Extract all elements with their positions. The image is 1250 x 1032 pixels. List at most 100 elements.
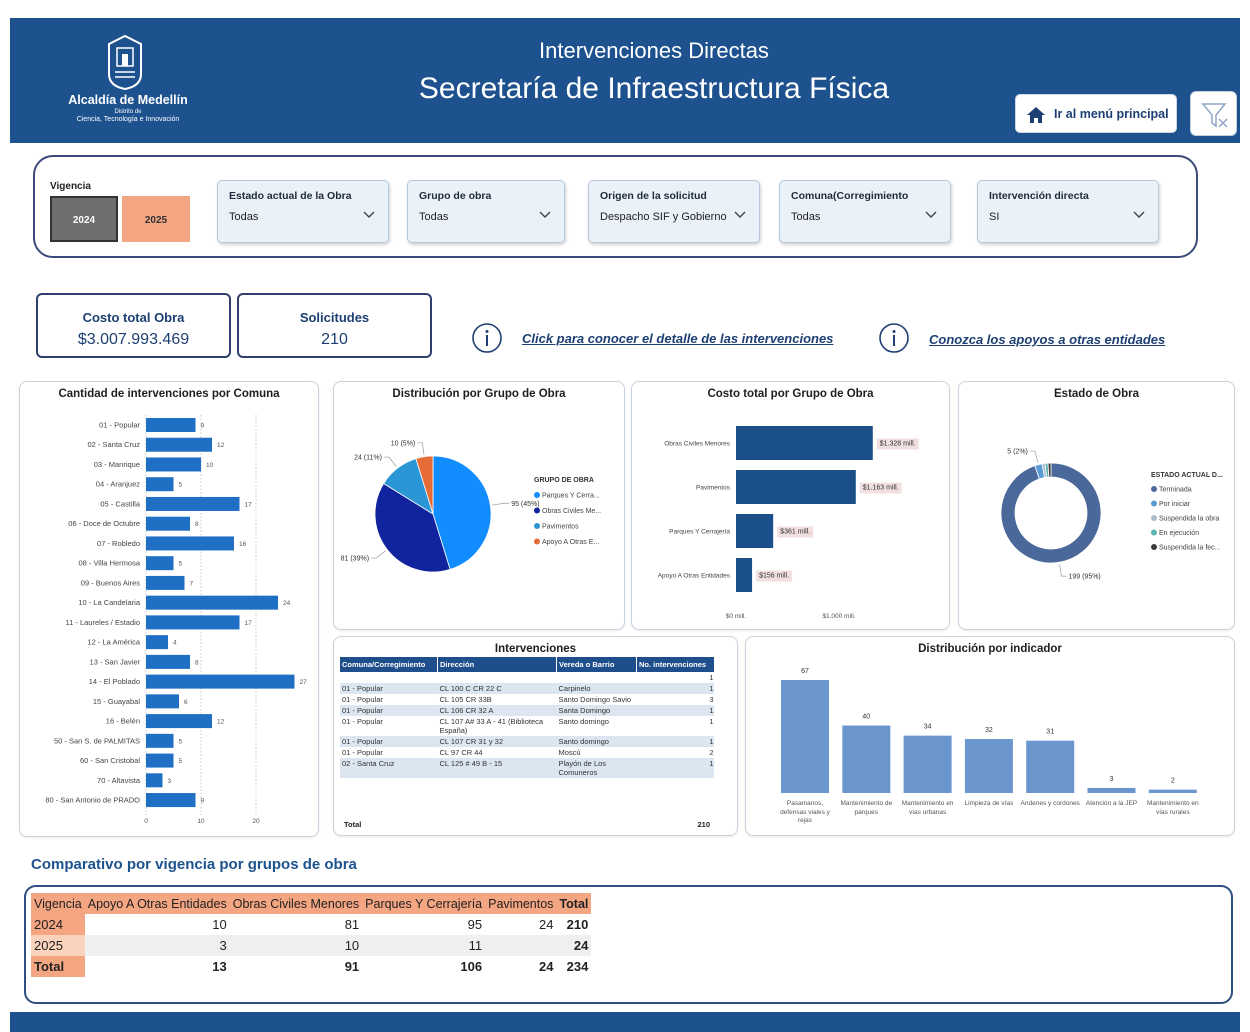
vigencia-label: Vigencia bbox=[50, 181, 91, 192]
data-label: 27 bbox=[300, 679, 308, 686]
table-cell: 1 bbox=[636, 736, 714, 747]
matrix-table: Vigencia Apoyo A Otras Entidades Obras Civ… bbox=[31, 893, 592, 977]
logo-subtitle: Ciencia, Tecnología e Innovación bbox=[76, 116, 180, 123]
table-cell: 2 bbox=[709, 748, 714, 757]
column-header: Apoyo A Otras Entidades bbox=[84, 893, 230, 914]
matrix-cell: 2024 bbox=[31, 914, 85, 935]
legend-label: Pavimentos bbox=[542, 524, 579, 531]
vigencia-option[interactable]: 2024 bbox=[50, 196, 118, 242]
dropdown-value: Todas bbox=[791, 211, 821, 223]
data-label: 17 bbox=[245, 501, 253, 508]
data-label: 5 bbox=[179, 738, 183, 745]
bar bbox=[781, 680, 829, 793]
matrix-cell bbox=[485, 935, 556, 956]
matrix-cell: 81 bbox=[344, 917, 360, 932]
table-cell: 01 - Popular bbox=[340, 683, 438, 694]
table-cell: 1 bbox=[636, 683, 714, 694]
dropdown[interactable]: Estado actual de la Obra Todas bbox=[217, 180, 389, 243]
kpi-card: Costo total Obra $3.007.993.469 bbox=[36, 293, 231, 358]
data-label: 9 bbox=[201, 423, 205, 430]
kpi-label: Costo total Obra bbox=[82, 310, 185, 325]
chart-card: $0 mill. $1.000 mill. Obras Civiles Menore… bbox=[631, 381, 950, 630]
dropdown-label: Origen de la solicitud bbox=[600, 190, 707, 202]
y-tick-label: Pavimentos bbox=[696, 485, 731, 492]
data-label: 8 bbox=[195, 659, 199, 666]
matrix-cell: 106 bbox=[460, 959, 483, 974]
dropdown-value: Todas bbox=[229, 211, 259, 223]
data-label: 17 bbox=[245, 620, 253, 627]
table-cell: 02 - Santa Cruz bbox=[340, 758, 438, 778]
legend-label: En ejecución bbox=[1159, 530, 1199, 537]
data-label-bg bbox=[859, 482, 902, 494]
bar bbox=[1026, 740, 1075, 793]
y-tick-label: 05 - Castilla bbox=[100, 499, 140, 508]
matrix-card: Vigencia Apoyo A Otras Entidades Obras Civ… bbox=[24, 885, 1233, 1004]
dropdown-value: Despacho SIF y Gobierno bbox=[600, 211, 727, 223]
bar bbox=[1148, 789, 1197, 793]
matrix-cell: 3 bbox=[219, 938, 227, 953]
chevron bbox=[925, 211, 937, 218]
column-header: Parques Y Cerrajería bbox=[362, 893, 486, 914]
leader-line bbox=[1059, 564, 1067, 577]
x-tick-label: 10 bbox=[197, 818, 205, 825]
detail-link[interactable]: Click para conocer el detalle de las int… bbox=[522, 331, 834, 346]
chart: 0 10 20 01 - Popular 9 02 - Santa Cruz 12 03 - … bbox=[45, 415, 308, 825]
home-button[interactable]: Ir al menú principal bbox=[1015, 94, 1177, 133]
header-subtitle: Secretaría de Infraestructura Física bbox=[418, 72, 890, 105]
y-tick-label: 12 - La América bbox=[87, 638, 140, 647]
bar bbox=[146, 575, 185, 590]
dropdown-label: Estado actual de la Obra bbox=[229, 190, 352, 202]
y-tick-label: 08 - Villa Hermosa bbox=[78, 559, 140, 568]
y-tick-label: 09 - Buenos Aires bbox=[81, 578, 140, 587]
data-label: 10 bbox=[206, 462, 214, 469]
data-label: 67 bbox=[801, 668, 809, 675]
table-total-label: Total bbox=[344, 820, 362, 829]
kpi-value: $3.007.993.469 bbox=[77, 331, 190, 348]
info-icon bbox=[879, 323, 909, 353]
leader-line bbox=[1029, 450, 1039, 463]
chevron bbox=[734, 211, 746, 218]
dropdown[interactable]: Comuna(Corregimiento Todas bbox=[779, 180, 951, 243]
slice bbox=[374, 482, 451, 573]
dropdown[interactable]: Intervención directa SI bbox=[977, 180, 1159, 243]
matrix-row: 2024 10 81 95 24 210 bbox=[31, 914, 591, 935]
data-label: 40 bbox=[862, 714, 870, 721]
matrix-cell: 24 bbox=[538, 917, 554, 932]
matrix-row: 2025 3 10 11 24 bbox=[31, 935, 592, 956]
y-tick-label: 70 - Altavista bbox=[97, 776, 141, 785]
matrix-cell: 91 bbox=[344, 959, 360, 974]
legend-label: Suspendida la obra bbox=[1159, 516, 1219, 523]
dropdown[interactable]: Origen de la solicitud Despacho SIF y Gob… bbox=[588, 180, 760, 243]
x-tick-label: Atención a la JEP bbox=[1085, 800, 1138, 807]
matrix-cell: Total bbox=[31, 956, 85, 977]
column-header: No. intervenciones bbox=[636, 657, 714, 672]
dropdown[interactable]: Grupo de obra Todas bbox=[407, 180, 565, 243]
matrix-cell: 13 bbox=[212, 959, 227, 974]
data-label: $1.328 mill. bbox=[880, 441, 916, 448]
data-label: 199 (95%) bbox=[1068, 574, 1100, 581]
matrix-cell: 210 bbox=[566, 917, 589, 932]
legend-label: Parques Y Cerra... bbox=[542, 493, 600, 500]
x-tick-label: Mantenimiento de parques bbox=[840, 800, 893, 816]
vigencia-option[interactable]: 2025 bbox=[122, 196, 190, 242]
slice bbox=[1000, 462, 1102, 564]
bar bbox=[146, 615, 240, 630]
legend-marker bbox=[534, 507, 540, 514]
data-label: 5 bbox=[179, 758, 183, 765]
matrix-cell: 95 bbox=[467, 917, 483, 932]
data-label: 24 (11%) bbox=[354, 455, 382, 462]
y-tick-label: 01 - Popular bbox=[99, 421, 140, 430]
y-tick-label: 50 - San S. de PALMITAS bbox=[54, 736, 140, 745]
matrix-title: Comparativo por vigencia por grupos de o… bbox=[31, 856, 357, 873]
clear-filters-button[interactable] bbox=[1190, 91, 1237, 136]
legend-label: Obras Civiles Me... bbox=[542, 508, 601, 515]
table-total-value: 210 bbox=[697, 820, 710, 829]
matrix-cell: 10 bbox=[212, 917, 227, 932]
table-cell: CL 125 # 49 B - 15 bbox=[437, 758, 557, 778]
legend-marker bbox=[1151, 486, 1157, 492]
matrix-cell: 11 bbox=[468, 938, 483, 953]
support-link[interactable]: Conozca los apoyos a otras entidades bbox=[929, 332, 1166, 347]
logo-subtitle: Distrito de bbox=[114, 109, 142, 115]
matrix-row: Total 13 91 106 24 234 bbox=[31, 956, 591, 977]
